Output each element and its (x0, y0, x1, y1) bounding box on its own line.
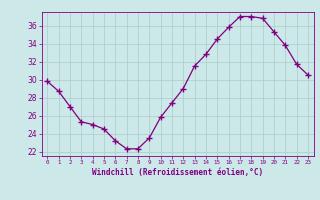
X-axis label: Windchill (Refroidissement éolien,°C): Windchill (Refroidissement éolien,°C) (92, 168, 263, 177)
